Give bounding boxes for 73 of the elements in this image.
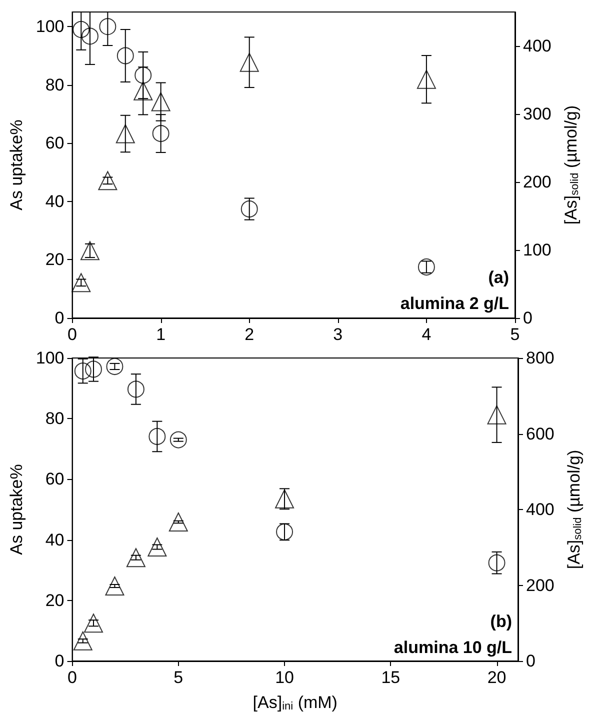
point [72, 20, 90, 38]
point [84, 614, 103, 633]
y2-tick-label: 200 [523, 172, 552, 192]
point [240, 52, 259, 72]
x-tick-label: 5 [510, 325, 520, 344]
point [72, 273, 91, 292]
x-tick-label: 0 [68, 325, 77, 344]
y2-tick-label: 400 [526, 500, 554, 519]
y-tick-label: 40 [45, 192, 64, 211]
point [105, 576, 124, 596]
point [276, 523, 294, 540]
x-tick-label: 0 [68, 668, 77, 687]
annotation: alumina 2 g/L [400, 294, 510, 313]
point [116, 47, 134, 64]
y-tick-label: 40 [45, 530, 64, 550]
y2-axis-title: [As]solid (µmol/g) [561, 105, 581, 225]
y-tick-label: 80 [45, 409, 64, 428]
point [106, 358, 124, 375]
y-tick-label: 0 [54, 308, 64, 328]
y-tick-label: 20 [45, 590, 64, 610]
point [168, 512, 188, 532]
y-tick-label: 60 [45, 470, 64, 489]
point [488, 554, 506, 572]
point [151, 92, 170, 112]
y2-tick-label: 0 [526, 652, 536, 670]
point [81, 28, 98, 45]
point [416, 70, 436, 89]
x-tick-label: 5 [174, 668, 184, 687]
point [152, 125, 170, 142]
point [73, 631, 92, 650]
x-tick-label: 1 [156, 325, 166, 344]
point [74, 362, 92, 380]
point [275, 489, 294, 508]
y-tick-label: 20 [45, 250, 64, 270]
y2-tick-label: 800 [526, 348, 554, 368]
annotation: (b) [490, 612, 512, 631]
point [487, 405, 506, 424]
point [148, 537, 167, 556]
point [99, 18, 116, 36]
x-tick-label: 10 [275, 668, 294, 687]
point [148, 428, 166, 445]
y-tick-label: 100 [36, 17, 64, 36]
point [80, 241, 100, 260]
y-axis-title: As uptake% [7, 464, 26, 555]
y-tick-label: 0 [54, 652, 64, 670]
point [116, 124, 135, 144]
y-tick-label: 80 [45, 75, 64, 94]
y2-tick-label: 600 [526, 424, 554, 444]
y2-tick-label: 300 [523, 104, 552, 124]
point [240, 200, 258, 218]
y2-tick-label: 0 [523, 308, 532, 328]
annotation: (a) [488, 268, 510, 287]
y2-axis-title: [As]solid (µmol/g) [564, 450, 584, 570]
point [134, 81, 153, 100]
point [418, 258, 435, 276]
x-tick-label: 2 [244, 325, 254, 344]
y-axis-title: As uptake% [7, 120, 26, 210]
x-tick-label: 4 [422, 325, 432, 344]
y2-tick-label: 200 [526, 576, 554, 595]
x-tick-label: 20 [487, 668, 506, 687]
point [85, 360, 102, 378]
y2-tick-label: 100 [523, 240, 552, 260]
point [134, 66, 152, 84]
y-tick-label: 60 [45, 134, 64, 153]
annotation: alumina 10 g/L [394, 638, 512, 657]
y2-tick-label: 400 [523, 36, 552, 56]
point [170, 431, 187, 448]
y-tick-label: 100 [36, 348, 64, 368]
point [98, 171, 118, 190]
point [126, 548, 146, 568]
point [127, 380, 144, 398]
x-tick-label: 15 [381, 668, 400, 687]
x-tick-label: 3 [333, 325, 343, 344]
